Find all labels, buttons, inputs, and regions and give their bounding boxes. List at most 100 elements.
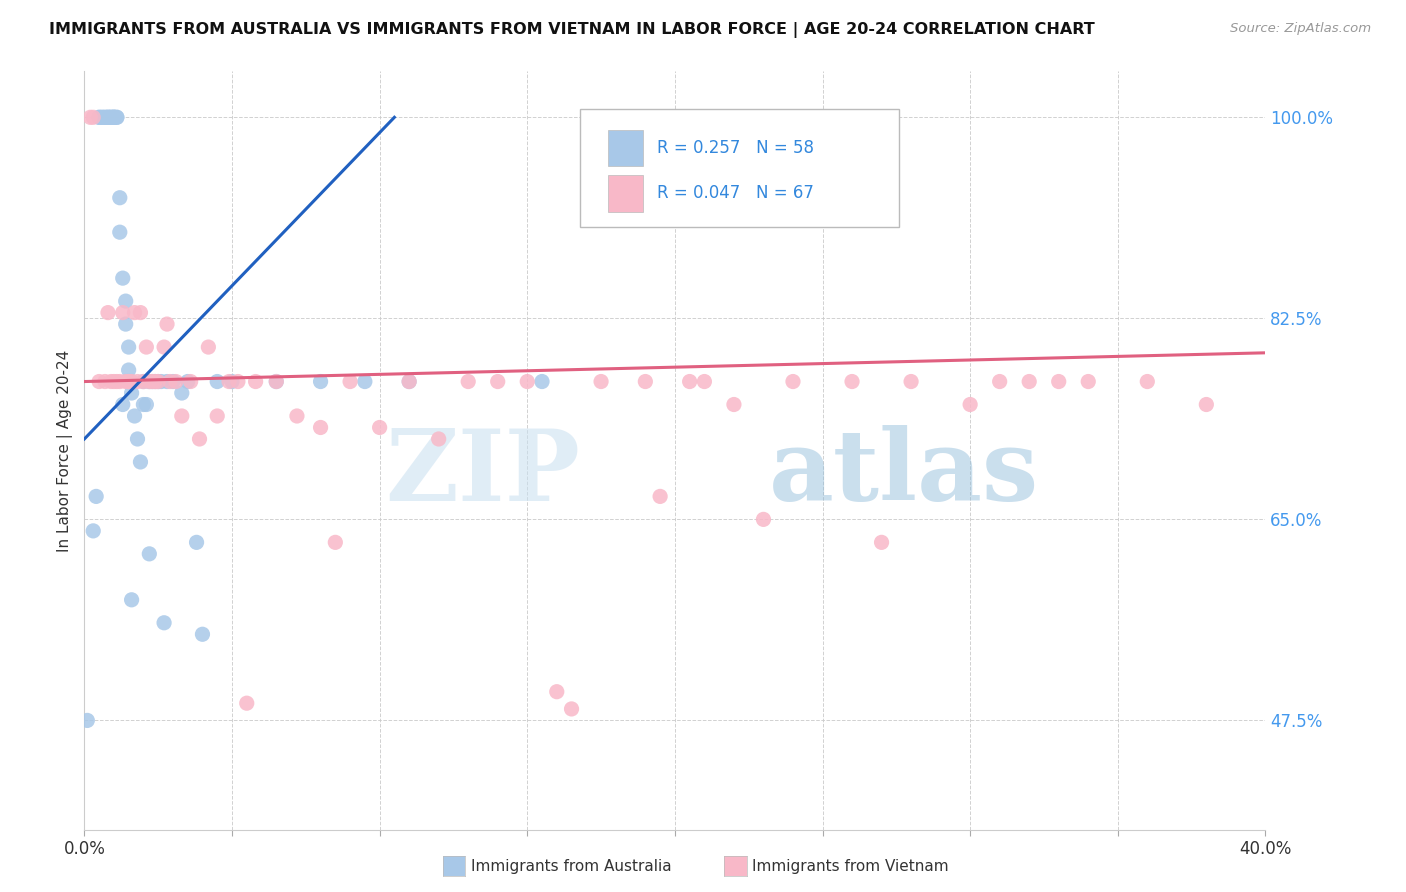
Point [103, 111, 125, 125]
Point [76, 714, 98, 728]
Point [159, 375, 181, 389]
Point [723, 397, 745, 411]
Text: R = 0.257   N = 58: R = 0.257 N = 58 [657, 139, 814, 157]
Point [285, 409, 308, 423]
Point [103, 111, 125, 125]
Point [693, 375, 716, 389]
Point [100, 375, 122, 389]
Point [650, 490, 672, 504]
Point [118, 375, 141, 389]
Point [959, 397, 981, 411]
Point [165, 375, 187, 389]
Point [127, 375, 149, 389]
Point [339, 375, 361, 389]
Text: Source: ZipAtlas.com: Source: ZipAtlas.com [1230, 22, 1371, 36]
Text: Immigrants from Vietnam: Immigrants from Vietnam [752, 859, 949, 873]
Point [156, 317, 179, 331]
Point [266, 375, 288, 389]
Point [170, 386, 193, 401]
Point [148, 375, 170, 389]
Point [129, 305, 152, 319]
Point [114, 294, 136, 309]
Point [103, 111, 125, 125]
Point [94, 111, 117, 125]
Point [221, 375, 243, 389]
Point [97, 111, 120, 125]
Point [988, 375, 1011, 389]
Point [118, 375, 141, 389]
Point [186, 535, 208, 549]
Point [153, 340, 176, 354]
Point [121, 386, 143, 401]
Bar [607, 129, 643, 166]
Point [100, 111, 122, 125]
Point [124, 305, 146, 319]
Point [207, 409, 229, 423]
Point [114, 375, 136, 389]
Point [309, 420, 332, 434]
Point [118, 340, 141, 354]
Point [153, 615, 176, 630]
Text: ZIP: ZIP [385, 425, 581, 522]
Point [100, 111, 122, 125]
Point [135, 397, 157, 411]
Point [135, 340, 157, 354]
Point [546, 684, 568, 698]
Point [1195, 397, 1218, 411]
Point [118, 363, 141, 377]
Point [141, 375, 163, 389]
Point [108, 191, 131, 205]
Point [91, 111, 114, 125]
FancyBboxPatch shape [581, 109, 900, 227]
Point [100, 111, 122, 125]
Point [132, 375, 155, 389]
Point [841, 375, 863, 389]
Point [108, 375, 131, 389]
Point [111, 305, 134, 319]
Point [105, 111, 128, 125]
Point [84, 490, 107, 504]
Point [97, 111, 120, 125]
Point [82, 111, 104, 125]
Point [245, 375, 267, 389]
Point [141, 375, 163, 389]
Point [129, 455, 152, 469]
Point [105, 111, 128, 125]
Point [111, 397, 134, 411]
Point [516, 375, 538, 389]
Point [398, 375, 420, 389]
Point [191, 627, 214, 641]
Point [138, 375, 160, 389]
Text: atlas: atlas [769, 425, 1039, 522]
Point [1077, 375, 1099, 389]
Point [108, 225, 131, 239]
Point [162, 375, 184, 389]
Point [226, 375, 249, 389]
Point [82, 524, 104, 538]
Point [486, 375, 509, 389]
Point [1136, 375, 1159, 389]
Bar [607, 175, 643, 211]
Point [127, 432, 149, 446]
Point [138, 375, 160, 389]
Point [87, 375, 111, 389]
Point [156, 375, 179, 389]
Point [91, 111, 114, 125]
Point [138, 547, 160, 561]
Point [218, 375, 240, 389]
Point [132, 397, 155, 411]
Point [170, 409, 193, 423]
Point [900, 375, 922, 389]
Point [427, 432, 450, 446]
Point [143, 375, 166, 389]
Point [188, 432, 211, 446]
Point [1047, 375, 1070, 389]
Point [94, 111, 117, 125]
Point [354, 375, 377, 389]
Point [79, 111, 101, 125]
Point [561, 702, 583, 716]
Point [679, 375, 702, 389]
Point [266, 375, 288, 389]
Point [150, 375, 173, 389]
Point [97, 111, 120, 125]
